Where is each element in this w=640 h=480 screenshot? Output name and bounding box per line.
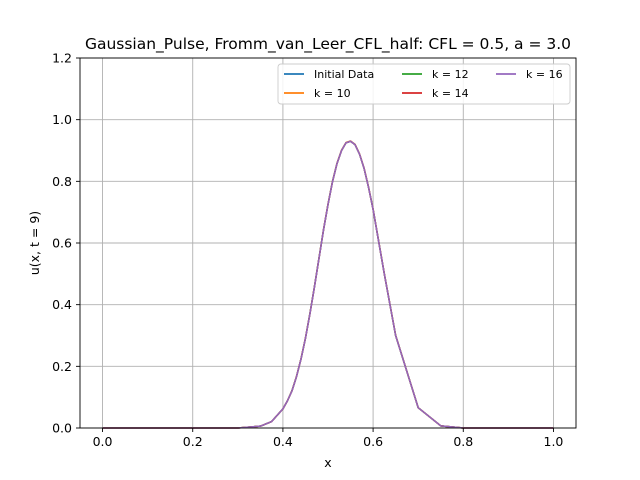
series-lines — [102, 140, 554, 429]
legend-label: k = 12 — [432, 68, 469, 81]
y-tick-label: 1.0 — [52, 112, 72, 127]
legend-label: k = 16 — [526, 68, 563, 81]
y-tick-label: 0.0 — [52, 421, 72, 436]
x-tick-label: 0.2 — [183, 434, 203, 449]
axis-ticks: 0.0 0.2 0.4 0.6 0.8 1.0 0.0 0.2 0.4 0.6 0.8 1.0 1.2 — [52, 51, 563, 450]
legend-label: k = 10 — [314, 87, 351, 100]
x-tick-label: 1.0 — [544, 434, 564, 449]
y-tick-label: 0.2 — [52, 359, 72, 374]
x-tick-label: 0.0 — [93, 434, 113, 449]
grid — [80, 57, 576, 429]
chart-title: Gaussian_Pulse, Fromm_van_Leer_CFL_half:… — [85, 35, 571, 54]
legend-label: k = 14 — [432, 87, 469, 100]
y-tick-label: 0.6 — [52, 236, 72, 251]
y-tick-label: 0.8 — [52, 174, 72, 189]
series-line-4 — [102, 140, 554, 429]
y-axis-label: u(x, t = 9) — [27, 211, 42, 275]
y-tick-label: 0.4 — [52, 297, 72, 312]
x-tick-label: 0.6 — [363, 434, 383, 449]
y-tick-label: 1.2 — [52, 51, 72, 66]
legend: Initial Data k = 10 k = 12 k = 14 k = 16 — [277, 63, 571, 105]
x-tick-label: 0.4 — [273, 434, 293, 449]
x-axis-label: x — [324, 455, 331, 470]
x-tick-label: 0.8 — [453, 434, 473, 449]
legend-label: Initial Data — [314, 68, 374, 81]
